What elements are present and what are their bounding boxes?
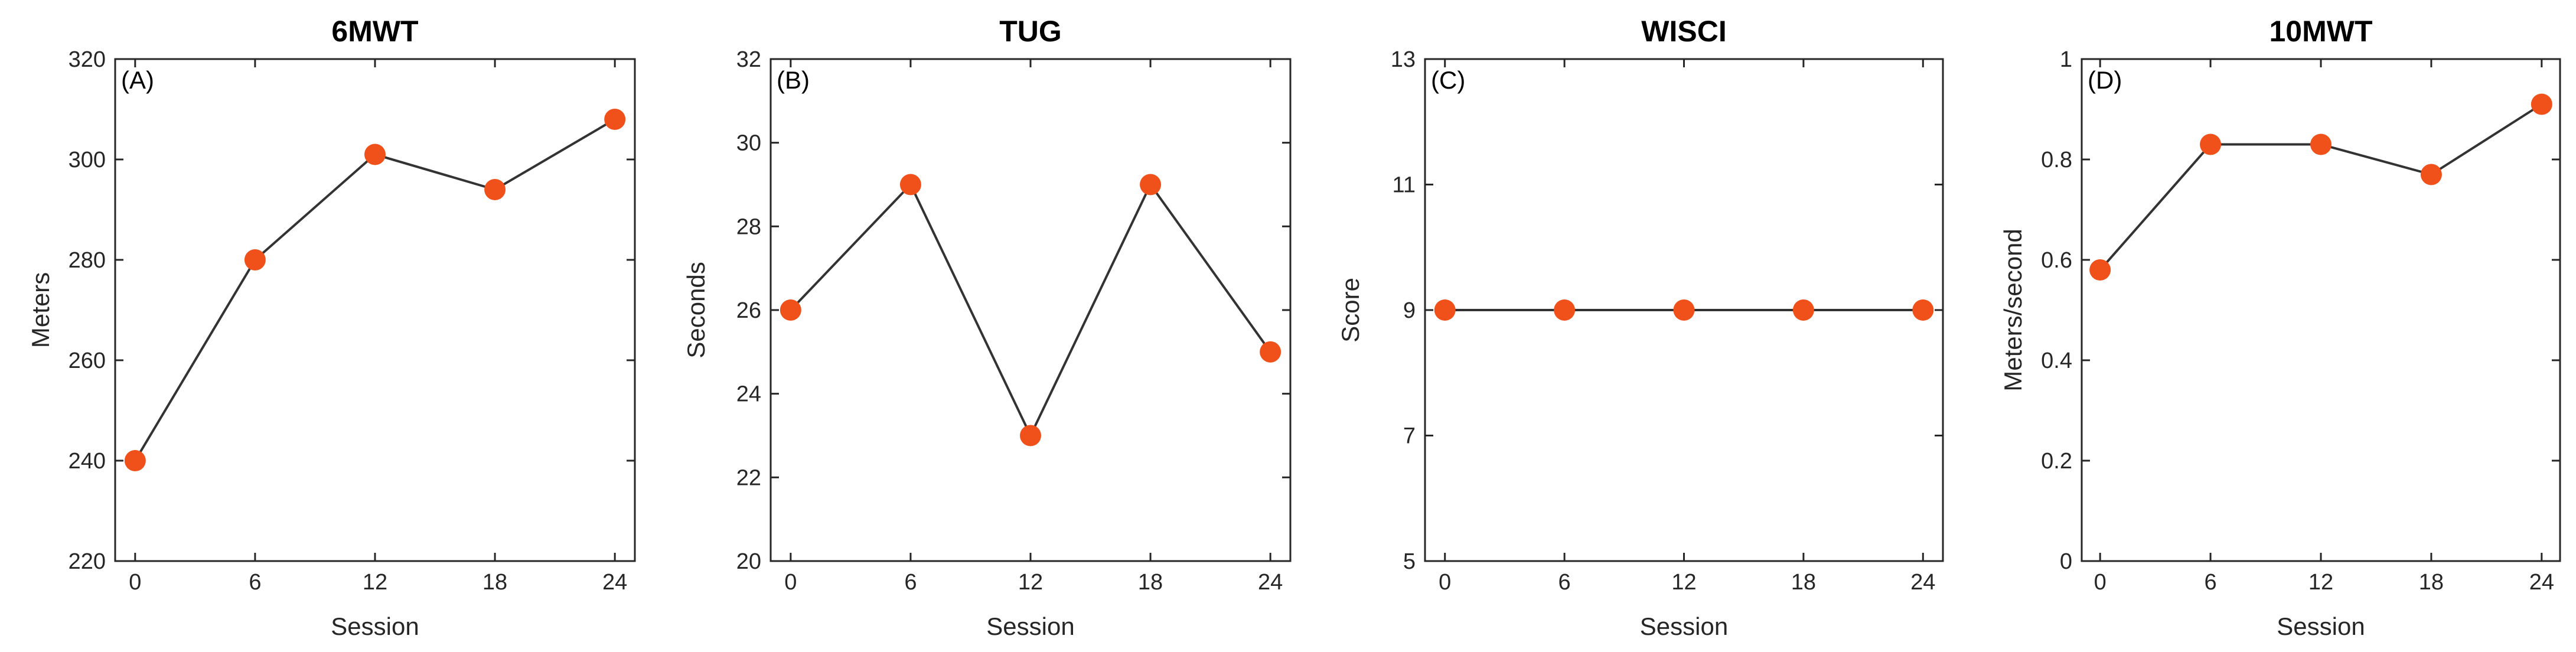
y-tick-label: 20: [736, 549, 761, 574]
data-point: [899, 174, 921, 195]
data-point: [1792, 299, 1814, 321]
data-point: [2089, 259, 2111, 281]
y-tick-label: 0.6: [2041, 248, 2072, 273]
x-tick-label: 24: [602, 570, 627, 595]
x-tick-label: 12: [363, 570, 387, 595]
x-axis-label: Session: [986, 612, 1074, 640]
y-axis-label: Score: [1336, 278, 1364, 343]
y-tick-label: 0.8: [2041, 148, 2072, 172]
x-tick-label: 6: [1558, 570, 1571, 595]
y-tick-label: 320: [69, 47, 106, 72]
chart-panel-3: 5 7 9 11 13 0 6 12 18 24 WISCI Session Score (C): [1336, 15, 1944, 640]
y-tick-label: 11: [1393, 173, 1416, 198]
data-point: [1020, 425, 1041, 446]
y-tick-label: 9: [1403, 298, 1416, 323]
x-axis-label: Session: [2277, 612, 2365, 640]
data-point: [364, 144, 386, 165]
x-tick-label: 6: [904, 570, 917, 595]
chart-panel-2: 20 22 24 26 28 30 32 0 6 12 18 24 TUG Session Seconds (…: [682, 15, 1292, 640]
y-tick-label: 0.2: [2041, 449, 2072, 474]
x-axis-label: Session: [331, 612, 419, 640]
data-point: [1912, 299, 1934, 321]
data-point: [2420, 164, 2442, 185]
data-point: [1140, 174, 1162, 195]
x-tick-label: 18: [2419, 570, 2444, 595]
chart-title: 6MWT: [331, 15, 418, 48]
chart-title: WISCI: [1641, 15, 1726, 48]
chart-panel-1: 220 240 260 280 300 320 0 6 12 18 24 6MWT Session Met…: [27, 15, 636, 640]
chart-panel-4: 0 0.2 0.4 0.6 0.8 1 0 6 12 18 24 10MWT Session Meters…: [1999, 15, 2561, 640]
data-point: [2200, 133, 2222, 155]
data-point: [2310, 133, 2332, 155]
plot-area-frame: [769, 58, 1292, 562]
y-tick-label: 28: [736, 214, 761, 239]
data-point: [604, 109, 626, 130]
y-tick-label: 13: [1391, 47, 1416, 72]
x-tick-label: 6: [2205, 570, 2217, 595]
plot-area-frame: [114, 58, 636, 562]
data-point: [2531, 93, 2552, 115]
x-tick-label: 18: [482, 570, 507, 595]
data-point: [1260, 341, 1282, 363]
y-tick-label: 26: [736, 298, 761, 323]
y-tick-label: 32: [736, 47, 761, 72]
x-tick-label: 18: [1791, 570, 1816, 595]
x-tick-label: 6: [249, 570, 261, 595]
y-tick-label: 5: [1403, 549, 1416, 574]
data-point: [244, 249, 266, 270]
x-tick-label: 12: [2308, 570, 2333, 595]
y-tick-label: 0: [2060, 549, 2072, 574]
data-point: [484, 179, 506, 200]
x-tick-label: 12: [1018, 570, 1043, 595]
data-point: [124, 450, 146, 471]
y-tick-label: 240: [69, 449, 106, 474]
x-axis-label: Session: [1640, 612, 1728, 640]
data-point: [1434, 299, 1456, 321]
x-tick-label: 0: [2094, 570, 2107, 595]
y-tick-label: 0.4: [2041, 348, 2072, 373]
x-tick-label: 0: [784, 570, 797, 595]
y-tick-label: 260: [69, 348, 106, 373]
y-axis-label: Meters/second: [1999, 229, 2027, 391]
x-tick-label: 0: [129, 570, 141, 595]
data-point: [780, 299, 801, 321]
panel-label: (A): [121, 66, 154, 94]
y-tick-label: 220: [69, 549, 106, 574]
x-tick-label: 24: [1258, 570, 1283, 595]
y-tick-label: 280: [69, 248, 106, 273]
x-tick-label: 18: [1138, 570, 1163, 595]
y-tick-label: 30: [736, 131, 761, 156]
y-tick-label: 22: [736, 465, 761, 490]
x-tick-label: 0: [1439, 570, 1451, 595]
data-point: [1554, 299, 1576, 321]
y-axis-label: Meters: [27, 272, 54, 348]
y-tick-label: 24: [736, 382, 761, 407]
y-tick-label: 1: [2060, 47, 2072, 72]
x-tick-label: 12: [1671, 570, 1696, 595]
y-tick-label: 7: [1403, 424, 1416, 449]
chart-title: TUG: [999, 15, 1062, 48]
panel-label: (D): [2088, 66, 2122, 94]
chart-title: 10MWT: [2270, 15, 2373, 48]
y-axis-label: Seconds: [682, 262, 710, 358]
data-point: [1673, 299, 1695, 321]
x-tick-label: 24: [1910, 570, 1935, 595]
y-tick-label: 300: [69, 148, 106, 172]
panel-label: (C): [1431, 66, 1465, 94]
x-tick-label: 24: [2529, 570, 2554, 595]
panel-label: (B): [777, 66, 810, 94]
